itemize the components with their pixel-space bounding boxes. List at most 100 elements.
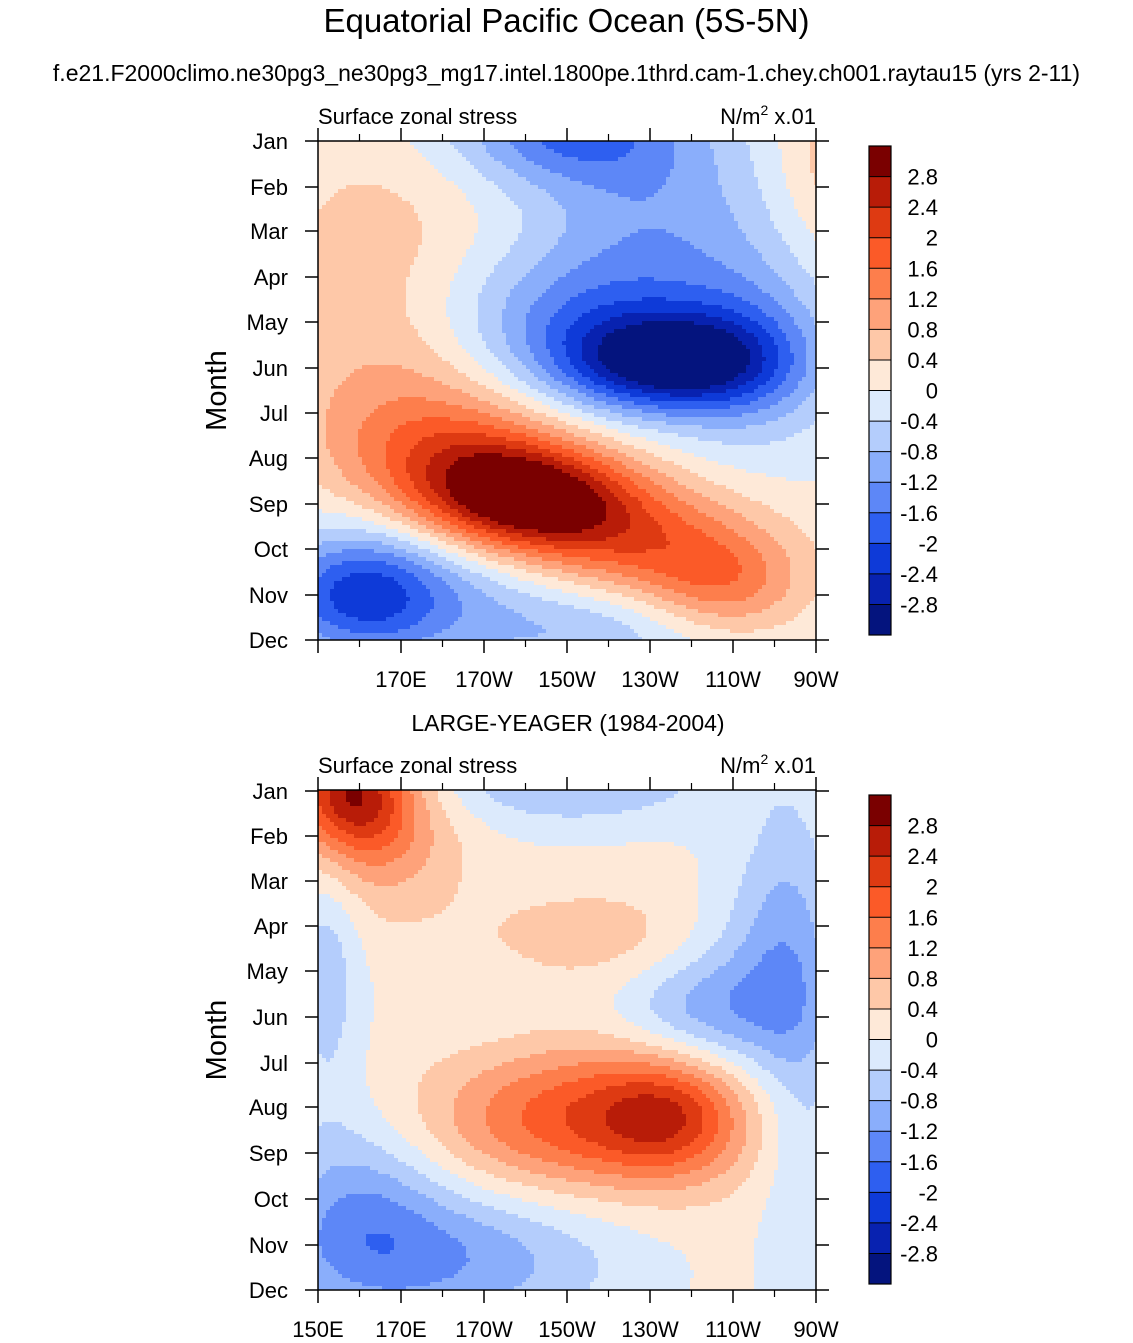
heat-cell [358, 545, 363, 550]
heat-cell [346, 433, 351, 438]
heat-cell [398, 489, 403, 494]
heat-cell [442, 301, 447, 306]
heat-cell [322, 409, 327, 414]
heat-cell [398, 457, 403, 462]
heat-cell [378, 273, 383, 278]
heat-cell [418, 257, 423, 262]
heat-cell [410, 281, 415, 286]
heat-cell [458, 517, 463, 522]
heat-cell [386, 297, 391, 302]
heat-cell [466, 273, 471, 278]
heat-cell [406, 505, 411, 510]
heat-cell [438, 613, 443, 618]
heat-cell [426, 337, 431, 342]
heat-cell [414, 321, 419, 326]
heat-cell [394, 157, 399, 162]
heat-cell [326, 297, 331, 302]
heat-cell [422, 421, 427, 426]
heat-cell [470, 537, 475, 542]
heat-cell [470, 461, 475, 466]
heat-cell [386, 401, 391, 406]
heat-cell [322, 421, 327, 426]
heat-cell [454, 589, 459, 594]
heat-cell [362, 181, 367, 186]
heat-cell [354, 533, 359, 538]
heat-cell [410, 429, 415, 434]
heat-cell [390, 357, 395, 362]
heat-cell [450, 197, 455, 202]
heat-cell [386, 561, 391, 566]
heat-cell [326, 285, 331, 290]
heat-cell [390, 577, 395, 582]
heat-cell [378, 621, 383, 626]
heat-cell [358, 149, 363, 154]
heat-cell [382, 577, 387, 582]
heat-cell [354, 581, 359, 586]
heat-cell [422, 597, 427, 602]
heat-cell [466, 285, 471, 290]
heat-cell [398, 413, 403, 418]
heat-cell [430, 445, 435, 450]
heat-cell [446, 245, 451, 250]
heat-cell [426, 161, 431, 166]
heat-cell [370, 289, 375, 294]
heat-cell [326, 189, 331, 194]
heat-cell [402, 189, 407, 194]
heat-cell [450, 373, 455, 378]
heat-cell [338, 329, 343, 334]
heat-cell [394, 493, 399, 498]
heat-cell [414, 181, 419, 186]
heat-cell [386, 273, 391, 278]
heat-cell [438, 345, 443, 350]
heat-cell [350, 401, 355, 406]
heat-cell [418, 485, 423, 490]
heat-cell [450, 153, 455, 158]
heat-cell [322, 329, 327, 334]
heat-cell [470, 409, 475, 414]
heat-cell [422, 405, 427, 410]
heat-cell [406, 245, 411, 250]
heat-cell [422, 365, 427, 370]
heat-cell [418, 309, 423, 314]
heat-cell [394, 381, 399, 386]
heat-cell [450, 409, 455, 414]
heat-cell [414, 293, 419, 298]
heat-cell [346, 517, 351, 522]
heat-cell [346, 497, 351, 502]
heat-cell [434, 297, 439, 302]
heat-cell [330, 377, 335, 382]
heat-cell [386, 321, 391, 326]
heat-cell [350, 257, 355, 262]
heat-cell [346, 549, 351, 554]
heat-cell [474, 369, 479, 374]
heat-cell [362, 373, 367, 378]
heat-cell [382, 569, 387, 574]
heat-cell [322, 497, 327, 502]
heat-cell [402, 285, 407, 290]
heat-cell [358, 405, 363, 410]
heat-cell [382, 621, 387, 626]
heat-cell [438, 321, 443, 326]
heat-cell [438, 589, 443, 594]
heat-cell [370, 293, 375, 298]
heat-cell [326, 497, 331, 502]
heat-cell [426, 381, 431, 386]
heat-cell [458, 357, 463, 362]
heat-cell [394, 565, 399, 570]
heat-cell [434, 173, 439, 178]
heat-cell [442, 581, 447, 586]
heat-cell [382, 361, 387, 366]
heat-cell [358, 493, 363, 498]
heat-cell [354, 585, 359, 590]
heat-cell [402, 365, 407, 370]
heat-cell [370, 569, 375, 574]
heat-cell [462, 357, 467, 362]
heat-cell [378, 361, 383, 366]
heat-cell [394, 449, 399, 454]
heat-cell [358, 497, 363, 502]
heat-cell [398, 405, 403, 410]
heat-cell [370, 325, 375, 330]
heat-cell [430, 517, 435, 522]
heat-cell [350, 525, 355, 530]
heat-cell [362, 509, 367, 514]
